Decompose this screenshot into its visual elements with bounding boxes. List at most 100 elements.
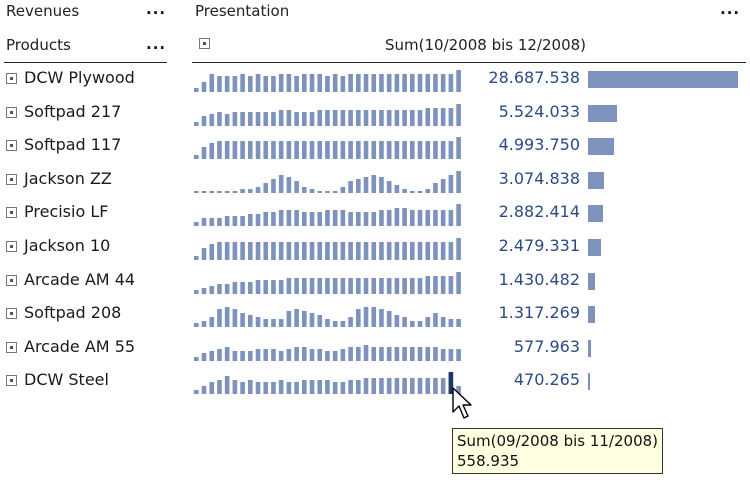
sparkline-bar[interactable] bbox=[271, 111, 276, 126]
sparkline-bar[interactable] bbox=[394, 242, 400, 260]
sparkline-bar[interactable] bbox=[371, 212, 377, 227]
sparkline-bar[interactable] bbox=[363, 176, 369, 193]
sparkline-bar[interactable] bbox=[417, 277, 423, 294]
sparkline-bar[interactable] bbox=[201, 386, 207, 395]
row-expand-toggle[interactable] bbox=[6, 140, 17, 152]
sparkline-bar[interactable] bbox=[433, 182, 438, 193]
sparkline-bar[interactable] bbox=[340, 141, 346, 160]
sparkline-bar[interactable] bbox=[240, 350, 245, 361]
sparkline-bar[interactable] bbox=[232, 111, 238, 126]
sparkline-bar[interactable] bbox=[332, 277, 338, 294]
sparkline-bar[interactable] bbox=[379, 277, 384, 294]
sparkline-bar[interactable] bbox=[325, 190, 330, 193]
sparkline-bar[interactable] bbox=[194, 323, 199, 328]
sparkline-bar[interactable] bbox=[332, 109, 338, 126]
sparkline-bar[interactable] bbox=[309, 313, 315, 328]
sparkline-bar[interactable] bbox=[240, 216, 245, 227]
sparkline-bar[interactable] bbox=[356, 74, 361, 92]
sparkline-bar[interactable] bbox=[348, 317, 353, 328]
revenues-menu-button[interactable]: ... bbox=[146, 0, 167, 18]
sparkline-bar[interactable] bbox=[232, 350, 238, 361]
sparkline-bar[interactable] bbox=[286, 382, 292, 395]
sparkline-bar[interactable] bbox=[425, 242, 431, 260]
row-expand-toggle[interactable] bbox=[6, 341, 17, 353]
sparkline-bar[interactable] bbox=[379, 309, 384, 328]
sparkline-bar[interactable] bbox=[356, 309, 361, 328]
sparkline-bar[interactable] bbox=[371, 378, 377, 395]
sparkline-bar[interactable] bbox=[363, 307, 369, 328]
row-expand-toggle[interactable] bbox=[6, 274, 17, 286]
sparkline-bar[interactable] bbox=[456, 319, 461, 328]
sparkline-bar[interactable] bbox=[348, 242, 353, 260]
sparkline-bar[interactable] bbox=[433, 313, 438, 328]
sparkline-bar[interactable] bbox=[371, 141, 377, 160]
sparkline-bar[interactable] bbox=[224, 216, 230, 227]
sparkline-bar[interactable] bbox=[286, 176, 292, 193]
sparkline-bar[interactable] bbox=[194, 222, 199, 227]
row-expand-toggle[interactable] bbox=[6, 241, 17, 252]
sparkline-bar[interactable] bbox=[379, 242, 384, 260]
sparkline-bar[interactable] bbox=[456, 271, 461, 294]
sparkline-bar[interactable] bbox=[217, 190, 222, 193]
sparkline-bar[interactable] bbox=[302, 212, 307, 227]
sparkline-bar[interactable] bbox=[232, 76, 238, 92]
sparkline-bar[interactable] bbox=[363, 212, 369, 227]
sparkline-bar[interactable] bbox=[410, 346, 415, 361]
sparkline-bar[interactable] bbox=[194, 390, 199, 395]
sparkline-bar[interactable] bbox=[371, 242, 377, 260]
sparkline-bar[interactable] bbox=[194, 190, 199, 193]
sparkline-bar[interactable] bbox=[302, 74, 307, 92]
sparkline-bar[interactable] bbox=[271, 212, 276, 227]
sparkline-bar[interactable] bbox=[456, 103, 461, 126]
sparkline-bar[interactable] bbox=[224, 242, 230, 260]
sparkline-bar[interactable] bbox=[394, 109, 400, 126]
sparkline-bar[interactable] bbox=[271, 242, 276, 260]
sparkline-bar[interactable] bbox=[317, 242, 323, 260]
sparkline-bar[interactable] bbox=[302, 186, 307, 193]
sparkline-bar[interactable] bbox=[379, 176, 384, 193]
sparkline-bar[interactable] bbox=[425, 317, 431, 328]
sparkline-bar[interactable] bbox=[294, 111, 299, 126]
sparkline-bar[interactable] bbox=[224, 307, 230, 328]
sparkline-bar[interactable] bbox=[448, 107, 454, 126]
sparkline-bar[interactable] bbox=[240, 188, 245, 193]
sparkline-bar[interactable] bbox=[386, 109, 392, 126]
sparkline-bar[interactable] bbox=[217, 218, 222, 227]
sparkline-bar[interactable] bbox=[224, 76, 230, 92]
sparkline-bar[interactable] bbox=[232, 309, 238, 328]
sparkline-bar[interactable] bbox=[232, 380, 238, 395]
sparkline-bar[interactable] bbox=[263, 182, 269, 193]
sparkline-bar[interactable] bbox=[440, 107, 446, 126]
sparkline-bar[interactable] bbox=[348, 141, 353, 160]
sparkline-bar[interactable] bbox=[294, 309, 299, 328]
sparkline-bar[interactable] bbox=[278, 380, 284, 395]
sparkline-bar[interactable] bbox=[232, 141, 238, 160]
sparkline-bar[interactable] bbox=[340, 382, 346, 395]
sparkline-bar[interactable] bbox=[332, 190, 338, 193]
sparkline-bar[interactable] bbox=[456, 204, 461, 227]
sparkline-bar[interactable] bbox=[317, 212, 323, 227]
sparkline-bar[interactable] bbox=[402, 141, 407, 160]
sparkline-bar[interactable] bbox=[448, 348, 454, 361]
sparkline-bar[interactable] bbox=[209, 74, 215, 92]
sparkline-bar[interactable] bbox=[410, 190, 415, 193]
sparkline-bar[interactable] bbox=[371, 307, 377, 328]
sparkline-bar[interactable] bbox=[278, 109, 284, 126]
sparkline-bar[interactable] bbox=[317, 109, 323, 126]
sparkline-bar[interactable] bbox=[309, 348, 315, 361]
sparkline-bar[interactable] bbox=[271, 279, 276, 294]
sparkline-bar[interactable] bbox=[456, 137, 461, 160]
sparkline-bar[interactable] bbox=[248, 214, 253, 227]
sparkline-bar[interactable] bbox=[425, 141, 431, 160]
sparkline-bar[interactable] bbox=[332, 321, 338, 328]
sparkline-bar[interactable] bbox=[402, 378, 407, 395]
sparkline-bar[interactable] bbox=[440, 275, 446, 294]
sparkline-bar[interactable] bbox=[302, 346, 307, 361]
sparkline-bar[interactable] bbox=[402, 208, 407, 227]
sparkline-bar[interactable] bbox=[410, 109, 415, 126]
sparkline-bar[interactable] bbox=[302, 242, 307, 260]
sparkline-bar[interactable] bbox=[440, 378, 446, 395]
sparkline-bar[interactable] bbox=[325, 76, 330, 92]
sparkline-bar[interactable] bbox=[194, 289, 199, 294]
sparkline-bar[interactable] bbox=[425, 107, 431, 126]
